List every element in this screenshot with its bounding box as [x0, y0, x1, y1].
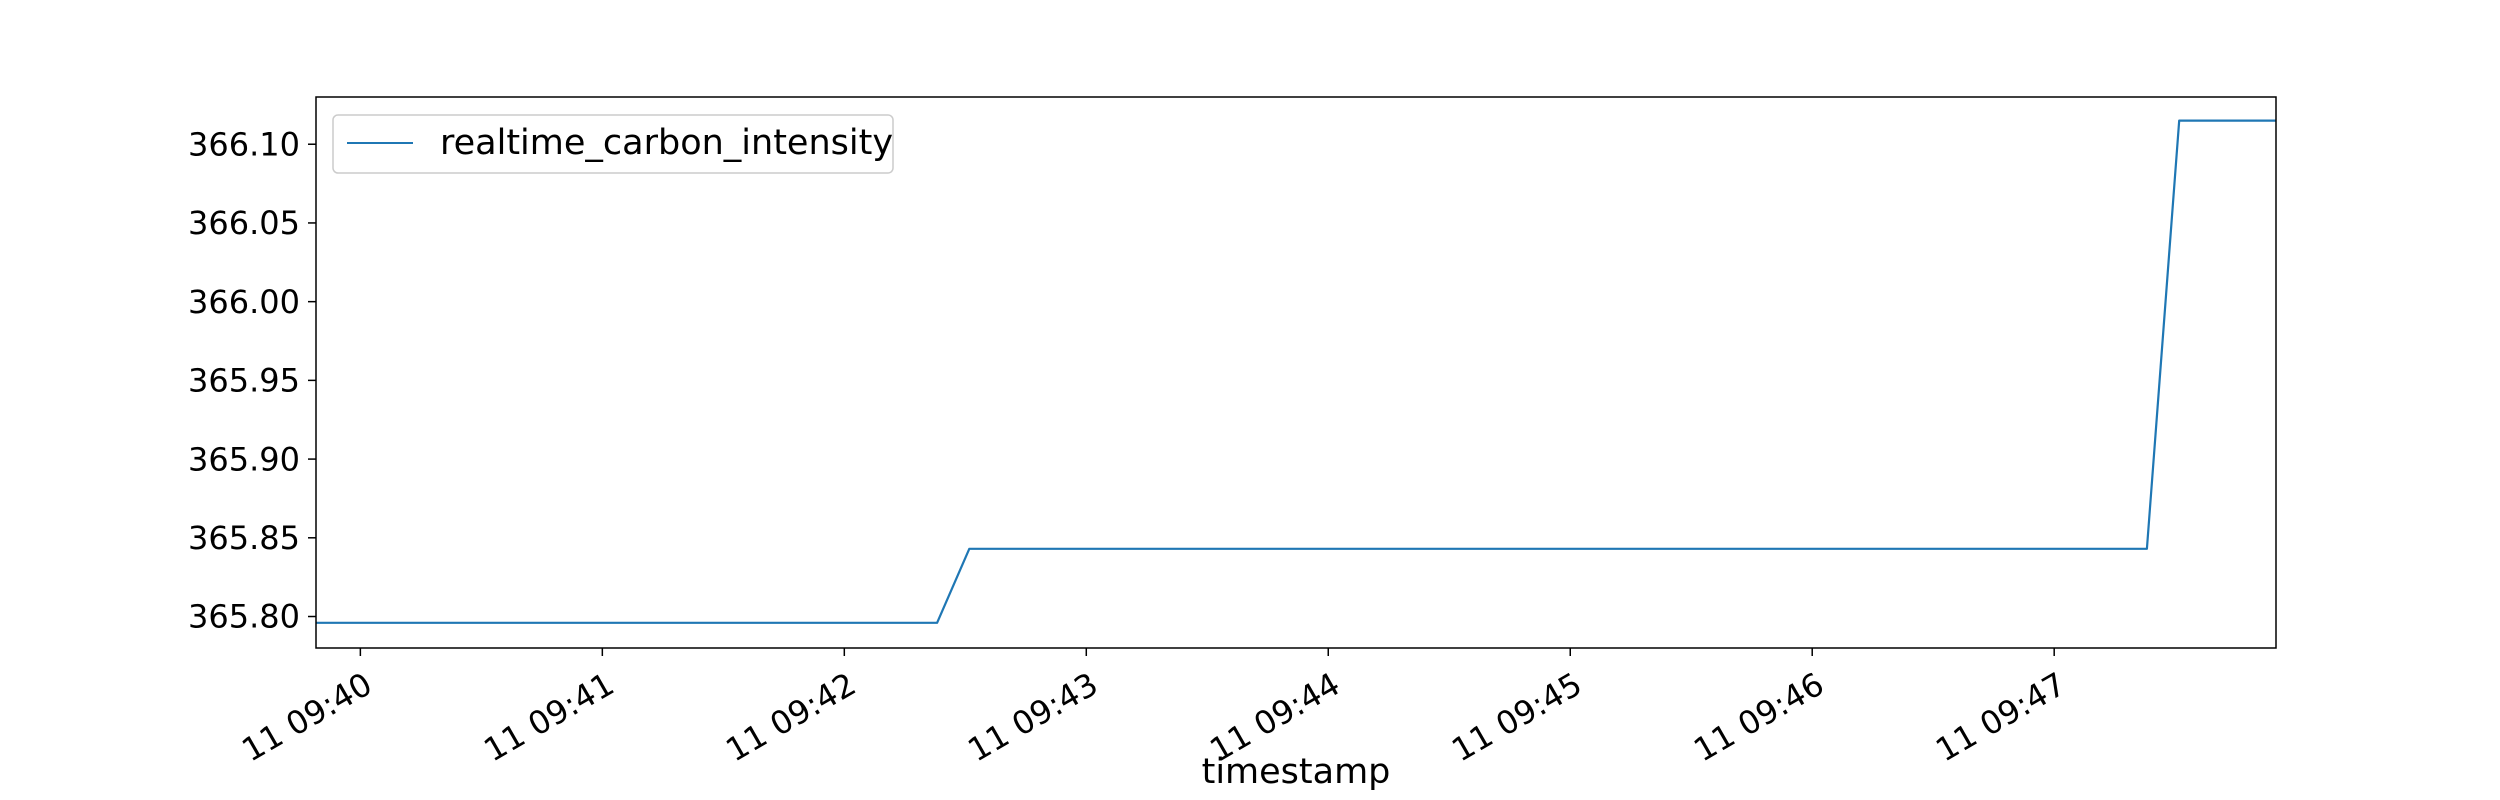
x-tick-label: 11 09:42 — [719, 665, 862, 769]
legend-box — [332, 114, 894, 174]
y-tick-label: 366.05 — [188, 204, 300, 242]
series-line-0 — [316, 119, 2276, 624]
x-tick-label: 11 09:40 — [235, 665, 378, 769]
y-tick-label: 365.85 — [188, 519, 300, 557]
legend-label: realtime_carbon_intensity — [440, 123, 893, 163]
y-tick-label: 365.95 — [188, 362, 300, 400]
y-tick-label: 365.90 — [188, 440, 300, 478]
y-tick-label: 365.80 — [188, 598, 300, 636]
legend: realtime_carbon_intensity — [332, 114, 894, 174]
y-axis: 365.80 365.85 365.90 365.95 366.00 366.05 366.… — [188, 125, 316, 636]
x-tick-label: 11 09:46 — [1687, 665, 1830, 769]
x-axis: 11 09:40 11 09:41 11 09:42 11 09:43 11 09:44… — [235, 648, 2072, 769]
x-axis-label: timestamp — [1202, 752, 1391, 792]
x-tick-label: 11 09:45 — [1445, 665, 1588, 769]
y-tick-label: 366.10 — [188, 125, 300, 163]
x-tick-label: 11 09:41 — [477, 665, 620, 769]
x-tick-label: 11 09:43 — [961, 665, 1104, 769]
series-layer — [316, 119, 2276, 624]
x-tick-label: 11 09:47 — [1929, 665, 2072, 769]
y-tick-label: 366.00 — [188, 283, 300, 321]
plot-frame — [315, 96, 2277, 649]
